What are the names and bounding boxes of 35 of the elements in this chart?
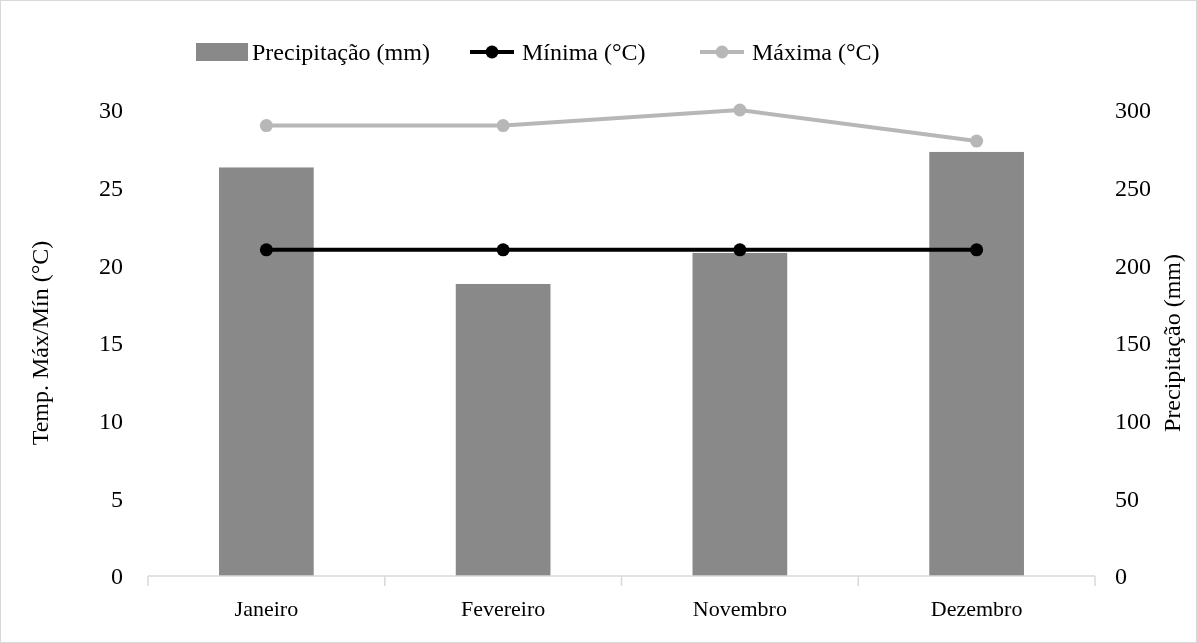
y2-tick-label: 100	[1115, 408, 1151, 435]
bar	[455, 283, 551, 576]
y-tick-label: 15	[99, 330, 123, 357]
y-tick-label: 30	[99, 97, 123, 124]
point	[970, 243, 984, 257]
y2-tick-label: 50	[1115, 485, 1139, 512]
y2-tick-label: 150	[1115, 330, 1151, 357]
y2-tick-label: 0	[1115, 563, 1127, 590]
y-tick-label: 5	[111, 485, 123, 512]
bar	[692, 252, 788, 576]
x-tick-label: Fevereiro	[460, 596, 546, 621]
y2-tick-label: 200	[1115, 252, 1151, 279]
y-tick-label: 10	[99, 408, 123, 435]
y-tick-label: 20	[99, 252, 123, 279]
legend-label: Máxima (°C)	[752, 39, 880, 66]
bar	[929, 151, 1024, 576]
point	[733, 103, 747, 117]
point	[733, 243, 747, 257]
x-tick-label: Dezembro	[930, 596, 1023, 621]
point	[259, 119, 273, 133]
point	[970, 134, 984, 148]
bar	[219, 167, 314, 576]
y2-axis-title: Precipitação (mm)	[1159, 254, 1185, 432]
point	[496, 243, 510, 257]
point	[496, 119, 510, 133]
x-tick-label: Novembro	[692, 596, 787, 621]
point	[259, 243, 273, 257]
y2-tick-label: 300	[1115, 97, 1151, 124]
y-axis-title: Temp. Máx/Mín (°C)	[27, 240, 53, 446]
x-tick-label: Janeiro	[234, 596, 299, 621]
y-tick-label: 25	[99, 175, 123, 202]
y2-tick-label: 250	[1115, 175, 1151, 202]
y-tick-label: 0	[111, 563, 123, 590]
legend-label: Mínima (°C)	[522, 39, 646, 66]
legend-label: Precipitação (mm)	[252, 39, 430, 66]
